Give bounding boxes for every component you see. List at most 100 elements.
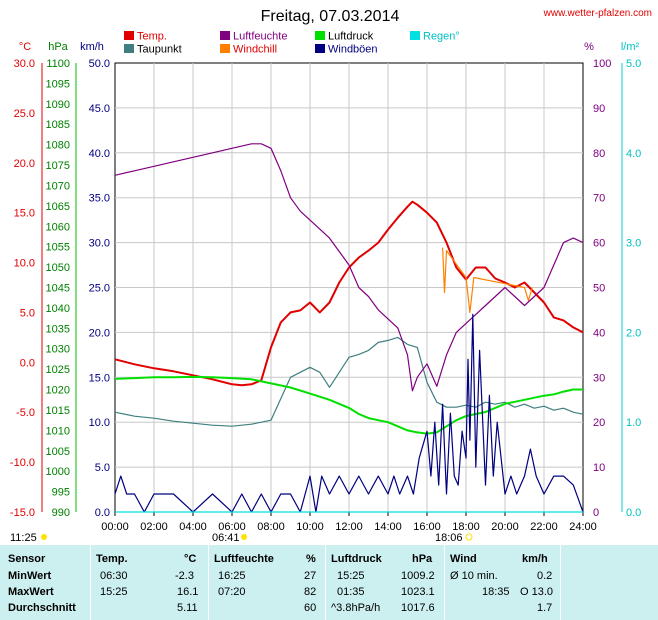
series-line bbox=[114, 375, 583, 435]
stats-divider bbox=[444, 545, 445, 620]
wind-tick-label: 40.0 bbox=[89, 148, 110, 160]
stats-cell: 1009.2 bbox=[401, 570, 435, 582]
temp-axis-unit: °C bbox=[19, 41, 31, 53]
x-axis-ticks: 00:00 02:00 04:00 06:00 08:00 10:00 12:00 14:00… bbox=[101, 512, 597, 533]
temp-tick-label: -5.0 bbox=[16, 407, 35, 419]
rain-tick-label: 0.0 bbox=[626, 507, 641, 519]
temp-tick-label: 30.0 bbox=[14, 58, 35, 70]
stats-header-humidity-unit: % bbox=[306, 553, 316, 565]
wind-tick-label: 15.0 bbox=[89, 372, 110, 384]
x-tick-label: 16:00 bbox=[413, 521, 441, 533]
stats-cell: 5.11 bbox=[177, 602, 198, 614]
rain-axis-unit: l/m² bbox=[621, 41, 640, 53]
stats-header-wind-unit: km/h bbox=[522, 553, 548, 565]
pressure-tick-label: 1085 bbox=[46, 119, 70, 131]
pressure-tick-label: 1050 bbox=[46, 262, 70, 274]
stats-divider bbox=[560, 545, 561, 620]
stats-table: Sensor Temp. °C Luftfeuchte % Luftdruck … bbox=[0, 545, 658, 620]
pressure-tick-label: 1070 bbox=[46, 180, 70, 192]
pressure-tick-label: 1065 bbox=[46, 201, 70, 213]
left-axis-ticks: 30.0 25.0 20.0 15.0 10.0 5.0 0.0 -5.0 -10.0 -15.0… bbox=[10, 58, 110, 519]
legend-swatch bbox=[315, 31, 325, 40]
pressure-tick-label: 1060 bbox=[46, 221, 70, 233]
stats-divider bbox=[90, 545, 91, 620]
pressure-tick-label: 995 bbox=[52, 487, 70, 499]
pressure-axis-unit: hPa bbox=[48, 41, 68, 53]
x-tick-label: 06:00 bbox=[218, 521, 246, 533]
pressure-tick-label: 1045 bbox=[46, 283, 70, 295]
humidity-tick-label: 0 bbox=[593, 507, 599, 519]
pressure-tick-label: 1080 bbox=[46, 140, 70, 152]
sunset-label: 18:06 bbox=[435, 532, 463, 544]
wind-tick-label: 35.0 bbox=[89, 193, 110, 205]
temp-tick-label: 5.0 bbox=[20, 307, 35, 319]
pressure-tick-label: 990 bbox=[52, 507, 70, 519]
pressure-tick-label: 1025 bbox=[46, 364, 70, 376]
wind-tick-label: 5.0 bbox=[95, 462, 110, 474]
sunrise-label: 06:41 bbox=[212, 532, 240, 544]
legend-label: Windböen bbox=[328, 44, 378, 56]
series-line bbox=[114, 313, 584, 513]
stats-cell: Ø 10 min. bbox=[450, 570, 498, 582]
x-tick-label: 14:00 bbox=[374, 521, 402, 533]
pressure-tick-label: 1020 bbox=[46, 385, 70, 397]
stats-cell: 16.1 bbox=[177, 586, 199, 598]
wind-tick-label: 50.0 bbox=[89, 58, 110, 70]
stats-cell: 60 bbox=[304, 602, 317, 614]
humidity-tick-label: 50 bbox=[593, 283, 605, 295]
legend-label: Luftfeuchte bbox=[233, 31, 287, 43]
stats-divider bbox=[208, 545, 209, 620]
stats-row-label: MinWert bbox=[8, 570, 52, 582]
wind-tick-label: 30.0 bbox=[89, 238, 110, 250]
stats-cell: 1017.6 bbox=[401, 602, 435, 614]
rain-tick-label: 1.0 bbox=[626, 417, 641, 429]
x-tick-label: 20:00 bbox=[491, 521, 519, 533]
pressure-tick-label: 1055 bbox=[46, 242, 70, 254]
stats-cell: O 13.0 bbox=[520, 586, 554, 598]
humidity-tick-label: 20 bbox=[593, 417, 605, 429]
stats-cell: 07:20 bbox=[218, 586, 246, 598]
pressure-tick-label: 1040 bbox=[46, 303, 70, 315]
humidity-tick-label: 100 bbox=[593, 58, 611, 70]
wind-tick-label: 25.0 bbox=[89, 283, 110, 295]
temp-tick-label: -10.0 bbox=[10, 457, 35, 469]
humidity-tick-label: 60 bbox=[593, 238, 605, 250]
stats-row-label: Durchschnitt bbox=[8, 602, 76, 614]
stats-cell: 0.2 bbox=[537, 570, 553, 582]
stats-header-temp-unit: °C bbox=[184, 553, 197, 565]
stats-cell: -2.3 bbox=[175, 570, 194, 582]
daylength-sun-icon bbox=[41, 534, 47, 540]
sunset-sun-icon bbox=[465, 533, 473, 541]
legend-label: Regen° bbox=[423, 31, 460, 43]
stats-cell: 15:25 bbox=[337, 570, 365, 582]
humidity-tick-label: 40 bbox=[593, 327, 605, 339]
chart-title: Freitag, 07.03.2014 bbox=[261, 8, 400, 25]
rain-tick-label: 4.0 bbox=[626, 148, 641, 160]
daylength-label: 11:25 bbox=[10, 532, 37, 544]
pressure-tick-label: 1100 bbox=[46, 58, 70, 70]
humidity-axis-unit: % bbox=[584, 41, 594, 53]
pressure-tick-label: 1095 bbox=[46, 78, 70, 90]
x-tick-label: 22:00 bbox=[530, 521, 558, 533]
stats-divider bbox=[325, 545, 326, 620]
wind-tick-label: 10.0 bbox=[89, 417, 110, 429]
series-line bbox=[114, 200, 584, 387]
humidity-tick-label: 80 bbox=[593, 148, 605, 160]
stats-cell: 1023.1 bbox=[401, 586, 435, 598]
legend-label: Windchill bbox=[233, 44, 277, 56]
legend-swatch bbox=[124, 31, 134, 40]
weather-chart: Freitag, 07.03.2014 www.wetter-pfalzen.c… bbox=[10, 8, 652, 544]
stats-header-pressure-unit: hPa bbox=[412, 553, 433, 565]
humidity-tick-label: 90 bbox=[593, 103, 605, 115]
rain-tick-label: 2.0 bbox=[626, 327, 641, 339]
pressure-tick-label: 1035 bbox=[46, 323, 70, 335]
sunrise-sun-icon bbox=[241, 534, 247, 540]
stats-row-label: MaxWert bbox=[8, 586, 54, 598]
series-line bbox=[114, 336, 584, 427]
pressure-tick-label: 1090 bbox=[46, 99, 70, 111]
legend-swatch bbox=[315, 44, 325, 53]
x-tick-label: 24:00 bbox=[569, 521, 597, 533]
x-tick-label: 18:00 bbox=[452, 521, 480, 533]
legend-swatch bbox=[220, 44, 230, 53]
